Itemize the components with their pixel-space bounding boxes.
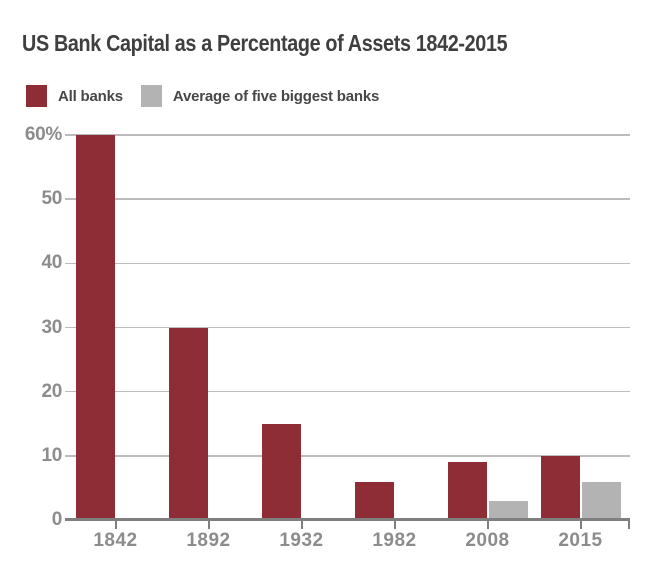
legend-label-all-banks: All banks [58,87,123,105]
x-axis-label-1892: 1892 [186,530,231,551]
x-axis-label-2008: 2008 [465,530,510,551]
x-axis-tick-2015 [579,521,582,529]
chart-legend: All banks Average of five biggest banks [26,85,397,107]
y-axis-label-60: 60% [24,124,62,145]
legend-swatch-icon [26,85,47,107]
gridline-50 [65,198,630,200]
legend-item-all-banks: All banks [26,85,123,107]
legend-item-average-of-five-biggest-banks: Average of five biggest banks [140,85,380,107]
bar-2015-all-banks [540,455,580,520]
x-axis-tick-1982 [393,521,396,529]
y-axis-label-10: 10 [41,444,62,466]
bar-1842-all-banks [75,135,115,520]
bar-1892-all-banks [168,327,208,520]
bar-2008-all-banks [447,462,487,520]
legend-label-average-of-five-biggest-banks: Average of five biggest banks [172,87,380,105]
y-axis-label-50: 50 [41,188,62,210]
y-axis-label-0: 0 [51,509,63,530]
x-axis-tick-1842 [114,521,117,529]
bar-1982-all-banks [354,481,394,520]
gridline-30 [65,326,630,329]
gridline-10 [65,455,630,457]
x-axis-tick-2008 [486,521,489,529]
x-axis-label-1932: 1932 [279,530,324,551]
x-axis-line [65,518,630,521]
x-axis-end-tick [628,521,630,529]
gridline-60 [65,134,630,136]
gridline-40 [65,262,630,265]
x-axis-label-1982: 1982 [372,530,417,551]
x-axis-label-1842: 1842 [93,530,138,551]
y-axis-label-40: 40 [41,252,62,274]
x-axis-tick-1932 [300,521,303,529]
bar-2015-five-biggest-banks [581,481,621,520]
chart-title: US Bank Capital as a Percentage of Asset… [22,30,508,56]
legend-swatch-icon [140,85,162,107]
gridline-20 [65,390,630,393]
bar-2008-five-biggest-banks [488,500,528,520]
x-axis-label-2015: 2015 [558,530,603,551]
y-axis-label-30: 30 [41,316,62,338]
x-axis-tick-1892 [207,521,210,529]
y-axis-label-20: 20 [41,380,62,402]
bar-1932-all-banks [261,423,301,520]
